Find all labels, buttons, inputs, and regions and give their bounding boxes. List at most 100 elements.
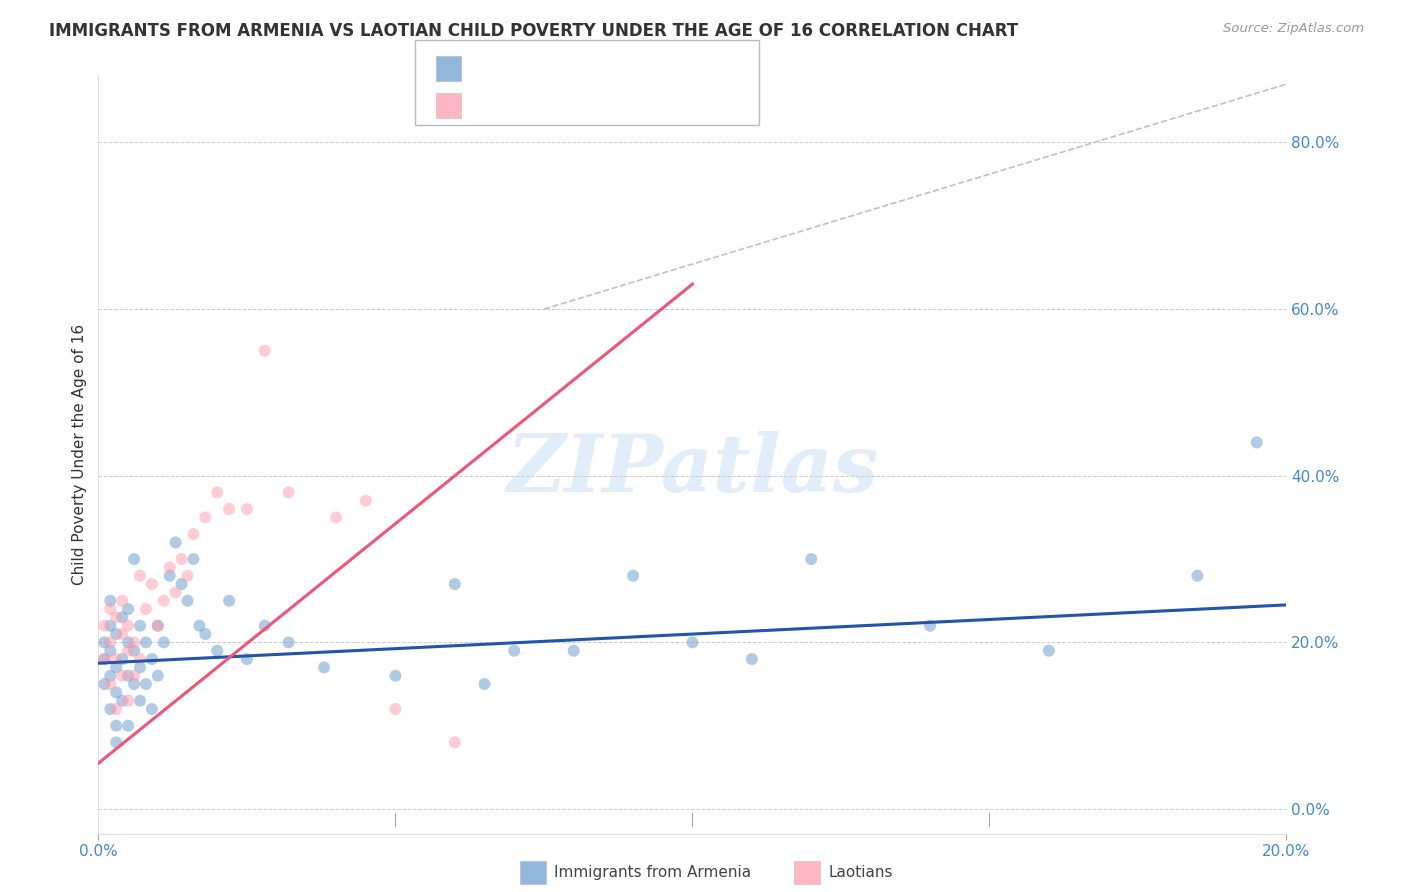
Point: [93, 635, 115, 649]
Point: [741, 652, 763, 666]
Text: Source: ZipAtlas.com: Source: ZipAtlas.com: [1223, 22, 1364, 36]
Point: [176, 593, 198, 607]
Point: [111, 669, 134, 683]
Point: [105, 735, 128, 749]
Point: [111, 652, 134, 666]
Point: [135, 677, 157, 691]
Point: [129, 618, 152, 632]
Point: [503, 644, 526, 658]
Point: [236, 652, 259, 666]
Point: [135, 602, 157, 616]
Point: [170, 552, 193, 566]
Text: Laotians: Laotians: [828, 865, 893, 880]
Point: [129, 694, 152, 708]
Point: [98, 602, 121, 616]
Point: [93, 652, 115, 666]
Point: [98, 702, 121, 716]
Point: [170, 577, 193, 591]
Point: [117, 602, 139, 616]
Point: [98, 618, 121, 632]
Text: 0.183: 0.183: [506, 62, 554, 77]
Point: [105, 652, 128, 666]
Text: Immigrants from Armenia: Immigrants from Armenia: [554, 865, 751, 880]
Point: [205, 485, 228, 500]
Point: [1246, 435, 1268, 450]
Text: IMMIGRANTS FROM ARMENIA VS LAOTIAN CHILD POVERTY UNDER THE AGE OF 16 CORRELATION: IMMIGRANTS FROM ARMENIA VS LAOTIAN CHILD…: [49, 22, 1018, 40]
Point: [111, 593, 134, 607]
Text: R =: R =: [468, 98, 502, 112]
Text: ZIPatlas: ZIPatlas: [506, 432, 879, 508]
Point: [98, 593, 121, 607]
Point: [129, 660, 152, 674]
Point: [236, 502, 259, 516]
Point: [111, 610, 134, 624]
Point: [205, 644, 228, 658]
Point: [621, 568, 644, 582]
Point: [146, 618, 169, 632]
Point: [562, 644, 585, 658]
Point: [117, 719, 139, 733]
Point: [146, 618, 169, 632]
Text: N =: N =: [576, 62, 610, 77]
Point: [98, 644, 121, 658]
Text: R =: R =: [468, 62, 502, 77]
Point: [117, 618, 139, 632]
Point: [129, 568, 152, 582]
Point: [111, 627, 134, 641]
Point: [681, 635, 703, 649]
Point: [474, 677, 496, 691]
Point: [141, 577, 163, 591]
Text: N =: N =: [576, 98, 610, 112]
Point: [165, 585, 187, 599]
Point: [122, 644, 145, 658]
Point: [105, 685, 128, 699]
Point: [105, 719, 128, 733]
Y-axis label: Child Poverty Under the Age of 16: Child Poverty Under the Age of 16: [72, 325, 87, 585]
Point: [218, 502, 240, 516]
Point: [1038, 644, 1060, 658]
Point: [253, 618, 276, 632]
Point: [111, 694, 134, 708]
Point: [105, 627, 128, 641]
Point: [183, 527, 205, 541]
Point: [277, 635, 299, 649]
Point: [141, 702, 163, 716]
Point: [354, 493, 377, 508]
Point: [93, 677, 115, 691]
Point: [117, 694, 139, 708]
Point: [122, 677, 145, 691]
Point: [183, 552, 205, 566]
Point: [152, 635, 174, 649]
Point: [105, 610, 128, 624]
Point: [98, 635, 121, 649]
Text: 0.571: 0.571: [506, 98, 554, 112]
Point: [194, 510, 217, 524]
Point: [159, 560, 181, 574]
Point: [117, 669, 139, 683]
Point: [188, 618, 211, 632]
Point: [152, 593, 174, 607]
Point: [920, 618, 942, 632]
Point: [159, 568, 181, 582]
Point: [105, 660, 128, 674]
Point: [443, 735, 465, 749]
Point: [176, 568, 198, 582]
Point: [117, 644, 139, 658]
Point: [325, 510, 347, 524]
Point: [93, 652, 115, 666]
Point: [218, 593, 240, 607]
Point: [277, 485, 299, 500]
Point: [122, 669, 145, 683]
Point: [122, 552, 145, 566]
Point: [117, 635, 139, 649]
Text: 59: 59: [616, 62, 637, 77]
Point: [129, 652, 152, 666]
Point: [314, 660, 336, 674]
Point: [105, 702, 128, 716]
Point: [384, 702, 406, 716]
Point: [443, 577, 465, 591]
Point: [146, 669, 169, 683]
Text: 37: 37: [616, 98, 637, 112]
Point: [141, 652, 163, 666]
Point: [1187, 568, 1209, 582]
